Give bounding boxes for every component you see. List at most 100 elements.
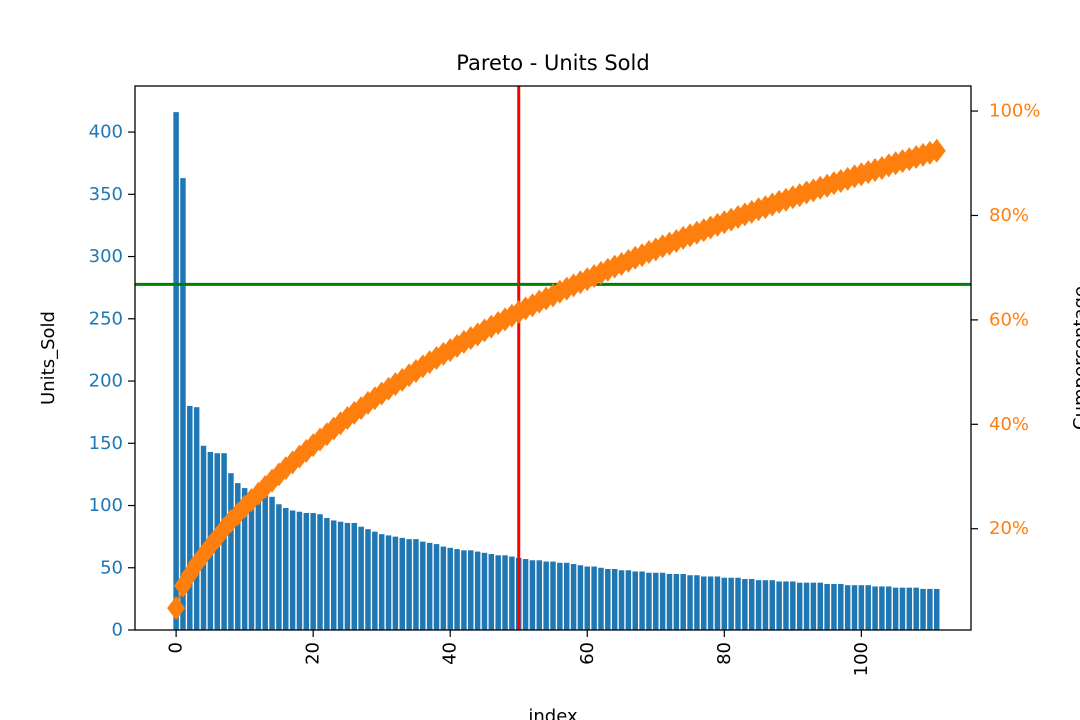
bar: [289, 510, 296, 630]
y-right-tick-label: 80%: [989, 205, 1029, 226]
bar: [488, 554, 495, 630]
bar: [591, 566, 597, 630]
bar: [330, 520, 337, 630]
y-tick-label: 350: [89, 184, 123, 205]
bar: [529, 560, 536, 630]
bar: [810, 582, 817, 630]
bar: [611, 569, 618, 630]
bar: [248, 491, 255, 630]
y-tick-label: 100: [89, 495, 123, 516]
bar: [632, 571, 638, 630]
bar: [933, 588, 940, 630]
bar: [522, 559, 529, 630]
bar: [817, 582, 823, 630]
bar: [790, 581, 796, 630]
bar: [748, 578, 755, 630]
bar: [228, 473, 234, 630]
y-tick-label: 250: [89, 308, 123, 329]
bar: [831, 583, 837, 630]
bar: [913, 587, 919, 630]
bar: [495, 555, 501, 630]
bar: [927, 588, 933, 630]
bar: [899, 587, 906, 630]
bar: [454, 549, 460, 630]
bar: [241, 488, 248, 630]
y-tick-label: 200: [89, 371, 123, 392]
left-y-axis: 0 50 100 150 200 250 300 350 400: [89, 122, 135, 641]
bar: [735, 577, 741, 630]
bar: [433, 544, 440, 630]
bar: [502, 555, 508, 630]
x-tick-label: 100: [851, 642, 872, 676]
bar: [283, 508, 289, 630]
x-tick-label: 0: [166, 642, 187, 653]
bar: [605, 569, 611, 630]
bar: [426, 542, 433, 630]
bar: [461, 550, 467, 630]
y-tick-label: 150: [89, 433, 123, 454]
bar: [920, 588, 926, 630]
bar: [639, 571, 645, 630]
bar: [892, 587, 899, 630]
bar: [680, 573, 686, 630]
y-right-tick-label: 20%: [989, 518, 1029, 539]
bar: [399, 537, 405, 630]
bar: [187, 405, 193, 630]
bar: [173, 112, 179, 631]
y-right-tick-label: 100%: [989, 101, 1040, 122]
bar: [262, 495, 268, 630]
bar: [872, 586, 878, 630]
right-y-axis: 20% 40% 60% 80% 100%: [971, 101, 1040, 539]
bar: [824, 583, 830, 630]
bar: [180, 178, 186, 630]
bar: [303, 512, 310, 630]
bar: [255, 493, 262, 630]
bar: [728, 577, 734, 630]
chart-title: Pareto - Units Sold: [456, 51, 649, 75]
bar: [200, 445, 207, 630]
bar: [413, 539, 419, 630]
bar: [598, 567, 604, 630]
bar: [721, 577, 728, 630]
x-axis-label: index: [528, 706, 578, 720]
bar: [762, 580, 769, 630]
bar: [420, 541, 426, 630]
bar: [310, 512, 316, 630]
bar: [886, 586, 892, 630]
bar: [625, 570, 632, 630]
x-tick-label: 20: [303, 642, 324, 665]
cumulative-point: [927, 138, 946, 163]
bar: [317, 514, 323, 630]
bar: [296, 511, 303, 630]
bar: [193, 407, 200, 630]
bar: [351, 522, 358, 630]
bar: [468, 550, 474, 630]
bar: [536, 560, 543, 630]
bar: [344, 522, 351, 630]
bar: [550, 561, 556, 630]
cumulative-point: [167, 596, 186, 621]
bar: [577, 565, 584, 630]
bar: [659, 572, 666, 630]
bar: [653, 572, 659, 630]
bar: [694, 575, 700, 630]
bar: [358, 526, 364, 630]
bar: [618, 570, 625, 630]
bar: [803, 582, 810, 630]
bar: [406, 539, 412, 630]
bar: [509, 556, 515, 630]
bar: [646, 572, 652, 630]
bar: [481, 552, 488, 630]
bar: [269, 496, 275, 630]
bar: [563, 562, 570, 630]
y-tick-label: 0: [112, 620, 123, 641]
y-tick-label: 400: [89, 122, 123, 143]
left-y-axis-label: Units_Sold: [38, 311, 59, 405]
bar: [474, 551, 481, 630]
bar: [378, 534, 385, 630]
x-tick-label: 80: [714, 642, 735, 665]
y-tick-label: 50: [100, 557, 123, 578]
bar: [372, 531, 378, 630]
bar: [838, 583, 844, 630]
bar: [666, 573, 673, 630]
